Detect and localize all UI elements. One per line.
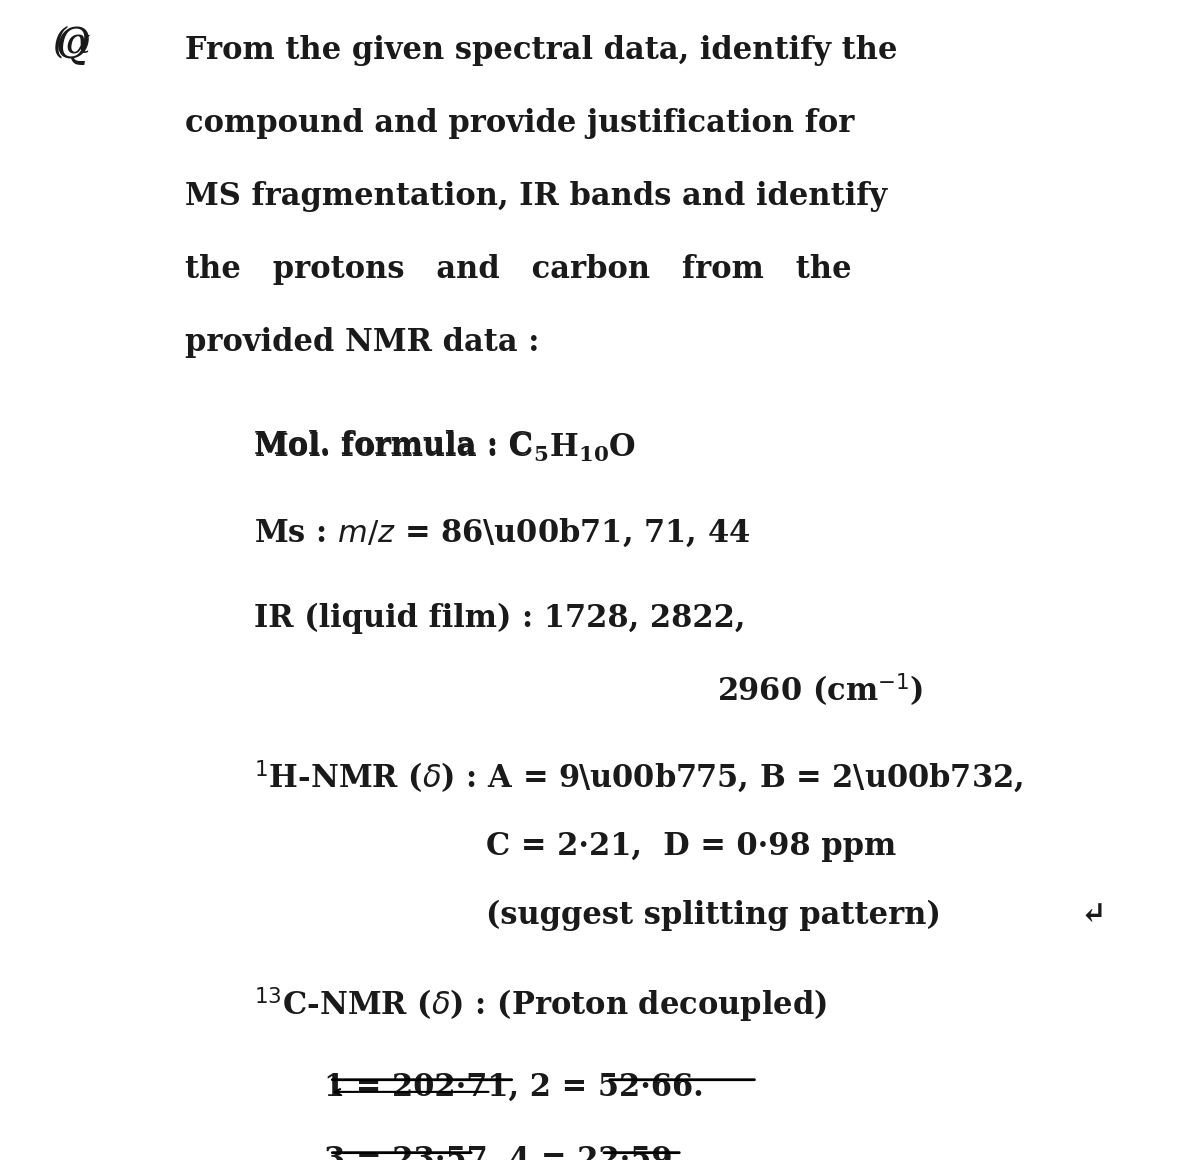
Text: (α: (α bbox=[52, 26, 90, 59]
Text: provided NMR data :: provided NMR data : bbox=[185, 327, 540, 358]
Text: ↵: ↵ bbox=[1081, 899, 1106, 930]
Text: 1 = 202·71, 2 = 52·66.: 1 = 202·71, 2 = 52·66. bbox=[324, 1072, 703, 1103]
Text: Mol. formula : $\mathregular{C_5H_{10}O}$: Mol. formula : $\mathregular{C_5H_{10}O}… bbox=[254, 430, 636, 464]
Text: $^1$H-NMR ($\delta$) : A = 9\u00b775, B = 2\u00b732,: $^1$H-NMR ($\delta$) : A = 9\u00b775, B … bbox=[254, 757, 1024, 795]
Text: 2960 (cm$^{-1}$): 2960 (cm$^{-1}$) bbox=[716, 672, 923, 709]
Text: From the given spectral data, identify the: From the given spectral data, identify t… bbox=[185, 36, 898, 66]
Text: (suggest splitting pattern): (suggest splitting pattern) bbox=[486, 899, 941, 930]
Text: 3 = 23·57, 4 = 22·59: 3 = 23·57, 4 = 22·59 bbox=[324, 1145, 672, 1160]
Text: compound and provide justification for: compound and provide justification for bbox=[185, 108, 854, 139]
Text: $^{13}$C-NMR ($\delta$) : (Proton decoupled): $^{13}$C-NMR ($\delta$) : (Proton decoup… bbox=[254, 986, 827, 1025]
Text: Q: Q bbox=[55, 26, 90, 67]
Text: C = 2·21,  D = 0·98 ppm: C = 2·21, D = 0·98 ppm bbox=[486, 831, 896, 862]
Text: Mol. formula : C: Mol. formula : C bbox=[254, 430, 533, 462]
Text: IR (liquid film) : 1728, 2822,: IR (liquid film) : 1728, 2822, bbox=[254, 603, 746, 633]
Text: the   protons   and   carbon   from   the: the protons and carbon from the bbox=[185, 254, 852, 285]
Text: MS fragmentation, IR bands and identify: MS fragmentation, IR bands and identify bbox=[185, 181, 887, 212]
Text: Ms : $\mathit{m/z}$ = 86\u00b71, 71, 44: Ms : $\mathit{m/z}$ = 86\u00b71, 71, 44 bbox=[254, 516, 751, 549]
